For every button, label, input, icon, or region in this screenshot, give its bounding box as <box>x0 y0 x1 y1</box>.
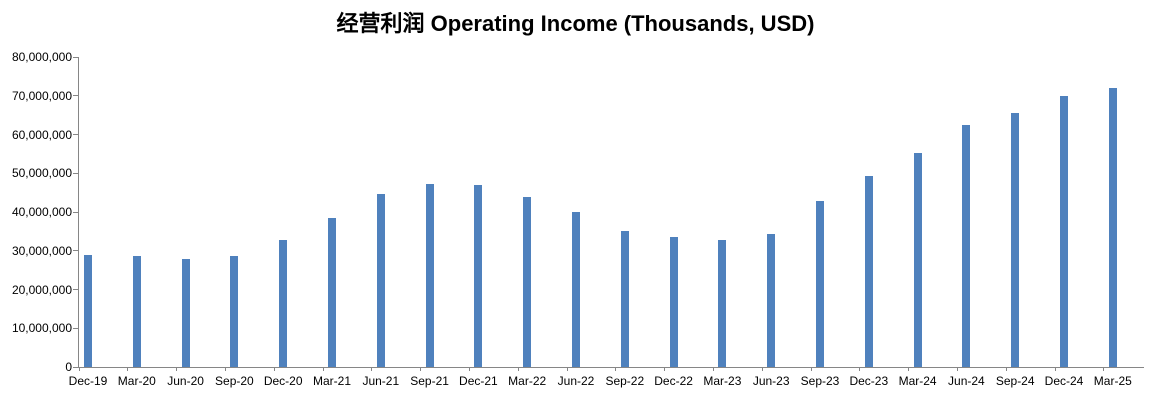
x-axis-tick <box>712 367 714 371</box>
x-axis-label: Jun-22 <box>557 374 595 388</box>
x-axis-label: Sep-21 <box>410 374 449 388</box>
x-axis-tick <box>273 367 275 371</box>
x-axis-label: Sep-24 <box>995 374 1035 388</box>
bar-sep-22 <box>620 230 629 367</box>
plot-area: 0 10,000,000 20,000,000 30,000,000 40,000,00… <box>12 50 1144 388</box>
x-axis-tick <box>468 367 470 371</box>
x-axis-label: Sep-23 <box>800 374 840 388</box>
bar-jun-23 <box>767 234 776 367</box>
bar-dec-23 <box>864 176 873 367</box>
x-axis-label: Dec-24 <box>1044 374 1084 388</box>
x-axis-tick <box>761 367 763 371</box>
x-axis-tick <box>956 367 958 371</box>
bar-mar-20 <box>132 256 141 367</box>
bar-jun-20 <box>181 259 190 367</box>
x-axis-label: Mar-20 <box>117 374 156 388</box>
y-axis-tick <box>73 327 79 329</box>
x-axis-tick <box>371 367 373 371</box>
bar-dec-24 <box>1060 95 1068 367</box>
x-axis-label: Sep-22 <box>605 374 645 388</box>
x-axis-label: Jun-23 <box>752 374 790 388</box>
x-axis-tick <box>420 367 422 371</box>
x-axis-label: Dec-19 <box>68 374 108 388</box>
bar-sep-21 <box>425 184 434 367</box>
bar-sep-20 <box>230 255 239 367</box>
y-axis-tick <box>73 172 79 174</box>
x-axis-tick <box>615 367 617 371</box>
x-axis-tick <box>908 367 910 371</box>
y-axis-label: 10,000,000 <box>11 321 72 336</box>
x-axis-tick <box>810 367 812 371</box>
x-axis-tick <box>127 367 129 371</box>
bar-mar-21 <box>328 218 336 367</box>
bar-dec-22 <box>669 236 678 367</box>
bar-dec-21 <box>474 184 483 367</box>
bar-sep-23 <box>816 201 824 367</box>
bar-mar-22 <box>523 196 532 367</box>
x-axis-tick <box>322 367 324 371</box>
bar-mar-24 <box>913 152 922 367</box>
x-axis-label: Mar-23 <box>703 374 742 388</box>
y-axis-tick <box>73 56 79 58</box>
x-axis-tick <box>859 367 861 371</box>
x-axis-label: Jun-24 <box>948 374 985 388</box>
y-axis-label: 60,000,000 <box>11 127 72 142</box>
y-axis-label: 20,000,000 <box>11 282 72 297</box>
y-axis-tick <box>73 211 79 213</box>
x-axis-tick <box>1103 367 1105 371</box>
x-axis-tick <box>566 367 568 371</box>
bar-jun-24 <box>962 124 971 367</box>
x-axis-label: Mar-25 <box>1093 374 1132 388</box>
x-axis-tick <box>78 367 80 371</box>
bar-sep-24 <box>1011 113 1020 367</box>
y-axis-tick <box>73 250 79 252</box>
chart-title: 经营利润 Operating Income (Thousands, USD) <box>336 11 815 36</box>
x-axis-label: Dec-22 <box>654 374 693 388</box>
x-axis-label: Jun-21 <box>362 374 400 388</box>
y-axis-tick <box>73 134 79 135</box>
x-axis-tick <box>1005 367 1007 371</box>
y-axis-label: 50,000,000 <box>11 166 72 181</box>
bar-jun-22 <box>572 212 580 367</box>
x-axis-label: Dec-23 <box>849 374 889 388</box>
y-axis-label: 40,000,000 <box>11 205 72 219</box>
x-axis-label: Mar-21 <box>312 374 352 388</box>
x-axis-label: Dec-21 <box>459 374 498 388</box>
y-axis-label: 70,000,000 <box>11 88 72 103</box>
x-axis-tick <box>176 367 178 371</box>
bar-dec-20 <box>279 240 288 367</box>
bar-mar-23 <box>718 239 727 367</box>
bar-mar-25 <box>1108 87 1117 367</box>
x-axis-label: Mar-22 <box>508 374 547 388</box>
y-axis-label: 80,000,000 <box>11 50 72 64</box>
bar-jun-21 <box>376 193 385 367</box>
y-axis-label: 0 <box>65 360 72 374</box>
y-axis-tick <box>73 95 79 97</box>
x-axis-tick <box>1054 367 1056 371</box>
y-axis-tick <box>73 289 79 290</box>
y-axis-tick <box>73 366 79 368</box>
x-axis-tick <box>517 367 519 371</box>
x-axis-tick <box>224 367 226 371</box>
x-axis-label: Sep-20 <box>215 374 254 388</box>
y-axis-label: 30,000,000 <box>11 243 72 258</box>
x-axis-label: Jun-20 <box>167 374 204 388</box>
bar-dec-19 <box>84 254 92 367</box>
x-axis-label: Dec-20 <box>263 374 303 388</box>
x-axis-tick <box>664 367 666 371</box>
x-axis-label: Mar-24 <box>898 374 937 388</box>
